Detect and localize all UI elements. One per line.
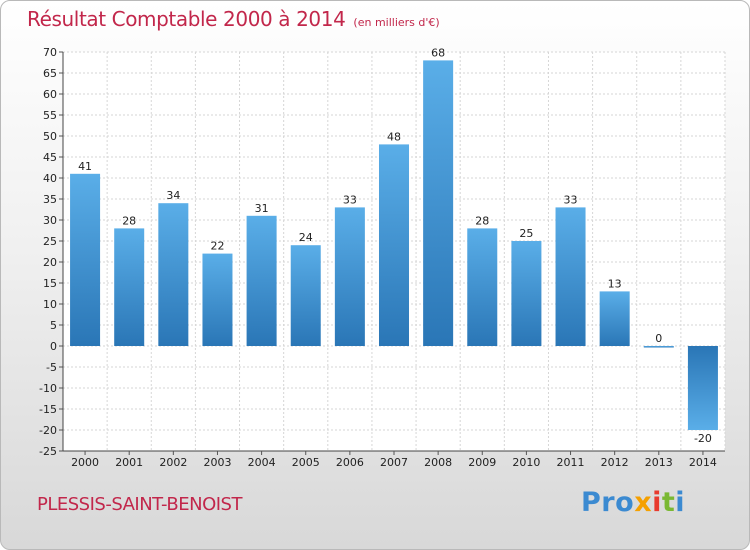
logo-letter: i <box>675 487 686 518</box>
x-tick-label-2013: 2013 <box>645 456 673 469</box>
y-tick-label: 45 <box>43 151 57 164</box>
proxiti-logo[interactable]: Proxiti <box>581 487 685 518</box>
chart-title: Résultat Comptable 2000 à 2014 (en millie… <box>27 7 440 31</box>
bar-2007 <box>378 144 410 346</box>
y-tick-label: 5 <box>50 319 57 332</box>
x-tick-label-2000: 2000 <box>71 456 99 469</box>
data-label-2010: 25 <box>519 227 533 240</box>
data-label-2004: 31 <box>255 202 269 215</box>
bar-2002 <box>158 203 189 346</box>
x-tick-label-2007: 2007 <box>380 456 408 469</box>
bar-2009 <box>467 228 498 346</box>
bar-2006 <box>334 207 365 346</box>
data-label-2001: 28 <box>122 214 136 227</box>
city-name: PLESSIS-SAINT-BENOIST <box>37 494 242 515</box>
x-tick-label-2009: 2009 <box>468 456 496 469</box>
data-label-2002: 34 <box>166 189 180 202</box>
y-tick-label: 55 <box>43 109 57 122</box>
bar-2005 <box>290 245 321 346</box>
x-tick-label-2010: 2010 <box>512 456 540 469</box>
bar-2008 <box>423 60 454 347</box>
y-tick-label: 40 <box>43 172 57 185</box>
data-label-2014: -20 <box>694 432 712 445</box>
label-layer: 41 28 34 22 31 24 33 48 68 28 25 33 13 0 -20 <box>78 46 712 445</box>
x-tick-label-2005: 2005 <box>292 456 320 469</box>
x-tick-label-2011: 2011 <box>557 456 585 469</box>
x-tick-label-2001: 2001 <box>115 456 143 469</box>
data-label-2000: 41 <box>78 160 92 173</box>
chart-title-text: Résultat Comptable 2000 à 2014 <box>27 7 346 31</box>
bar-2013 <box>643 346 674 348</box>
x-tick-label-2004: 2004 <box>248 456 276 469</box>
logo-letter: t <box>661 487 676 518</box>
y-tick-label: 0 <box>50 340 57 353</box>
x-tick-label-2002: 2002 <box>159 456 187 469</box>
data-label-2012: 13 <box>608 277 622 290</box>
bar-2004 <box>246 215 277 346</box>
data-label-2011: 33 <box>564 193 578 206</box>
x-tick-label-2008: 2008 <box>424 456 452 469</box>
x-tick-label-2003: 2003 <box>203 456 231 469</box>
y-tick-label: 30 <box>43 214 57 227</box>
logo-letter: r <box>601 487 616 518</box>
y-tick-label: 60 <box>43 88 57 101</box>
data-label-2003: 22 <box>210 240 224 253</box>
y-tick-label: 70 <box>43 46 57 59</box>
data-label-2008: 68 <box>431 46 445 59</box>
logo-letter: P <box>581 487 602 518</box>
bar-2014 <box>687 346 718 430</box>
logo-letter: o <box>615 487 635 518</box>
bar-2000 <box>70 173 101 346</box>
y-tick-label: 20 <box>43 256 57 269</box>
y-tick-label: 65 <box>43 67 57 80</box>
bar-2003 <box>202 253 233 346</box>
y-tick-label: -10 <box>39 382 57 395</box>
y-tick-label: 10 <box>43 298 57 311</box>
y-tick-label: -25 <box>39 445 57 458</box>
y-tick-label: -20 <box>39 424 57 437</box>
x-tick-label-2006: 2006 <box>336 456 364 469</box>
y-tick-label: 15 <box>43 277 57 290</box>
bar-2001 <box>114 228 145 346</box>
data-label-2007: 48 <box>387 130 401 143</box>
logo-letter: x <box>634 487 653 518</box>
data-label-2006: 33 <box>343 193 357 206</box>
data-label-2013: 0 <box>655 332 662 345</box>
x-tick-label-2012: 2012 <box>601 456 629 469</box>
y-tick-label: -15 <box>39 403 57 416</box>
data-label-2009: 28 <box>475 214 489 227</box>
axis-layer: 7065605550454035302520151050-5-10-15-20-… <box>39 46 725 469</box>
y-tick-label: 35 <box>43 193 57 206</box>
y-tick-label: 25 <box>43 235 57 248</box>
y-tick-label: 50 <box>43 130 57 143</box>
chart-unit: (en milliers d'€) <box>353 16 440 29</box>
bar-layer <box>70 60 718 430</box>
data-label-2005: 24 <box>299 231 313 244</box>
x-tick-label-2014: 2014 <box>689 456 717 469</box>
bar-2011 <box>555 207 586 346</box>
logo-letter: i <box>652 487 662 518</box>
y-tick-label: -5 <box>46 361 57 374</box>
bar-2012 <box>599 291 630 346</box>
bar-2010 <box>511 241 542 346</box>
